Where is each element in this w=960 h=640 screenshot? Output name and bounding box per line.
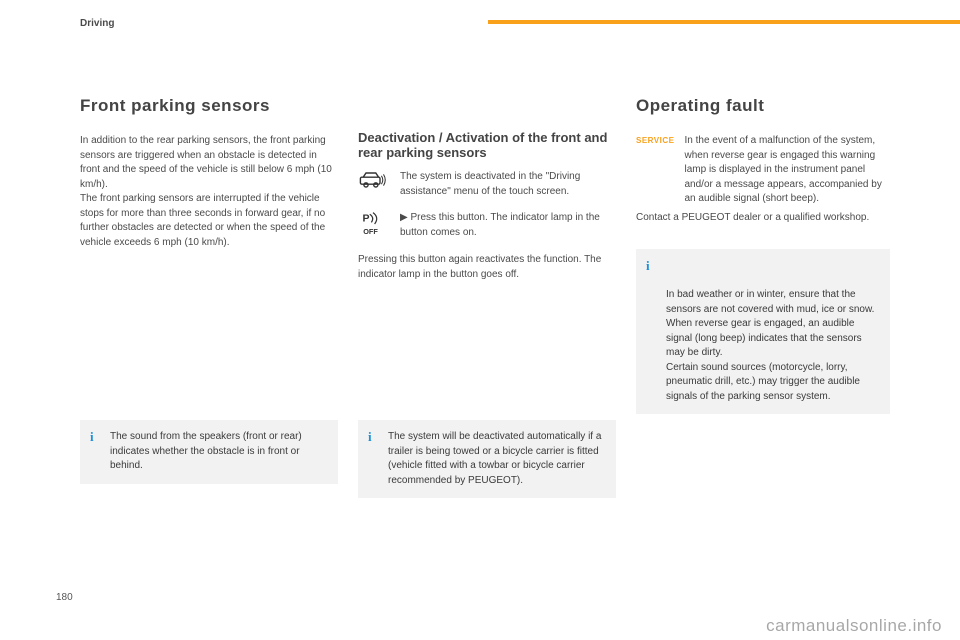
heading-deactivation: Deactivation / Activation of the front a… [358,130,616,160]
section-header: Driving [80,18,114,29]
body-front-parking-sensors: In addition to the rear parking sensors,… [80,134,338,250]
service-text-b: Contact a PEUGEOT dealer or a qualified … [636,211,890,226]
text-press-button: ▶ Press this button. The indicator lamp … [400,211,616,240]
info-text-trailer: The system will be deactivated automatic… [388,431,601,486]
heading-operating-fault: Operating fault [636,96,890,116]
header-accent-bar [488,20,960,24]
info-text-speaker: The sound from the speakers (front or re… [110,431,302,471]
watermark: carmanualsonline.info [766,616,942,636]
text-deactivated-menu: The system is deactivated in the "Drivin… [400,170,616,199]
info-icon: i [646,257,658,269]
info-icon: i [368,428,380,440]
car-assistance-icon [358,170,388,194]
info-icon: i [90,428,102,440]
info-text-weather: In bad weather or in winter, ensure that… [666,289,874,402]
service-text-a: In the event of a malfunction of the sys… [684,134,890,207]
info-box-trailer: i The system will be deactivated automat… [358,420,616,498]
page-number: 180 [56,592,73,603]
info-box-weather: i In bad weather or in winter, ensure th… [636,249,890,414]
p-off-icon: P OFF [358,211,388,241]
service-badge: SERVICE [636,134,674,147]
svg-text:P: P [362,213,369,225]
column-operating-fault: Operating fault SERVICE In the event of … [636,96,890,414]
column-deactivation: Deactivation / Activation of the front a… [358,130,616,282]
heading-front-parking-sensors: Front parking sensors [80,96,338,116]
text-reactivate: Pressing this button again reactivates t… [358,253,616,282]
info-box-speaker-sound: i The sound from the speakers (front or … [80,420,338,484]
svg-text:OFF: OFF [363,227,378,236]
service-text-block: In the event of a malfunction of the sys… [684,134,890,207]
column-front-parking-sensors: Front parking sensors In addition to the… [80,96,338,250]
